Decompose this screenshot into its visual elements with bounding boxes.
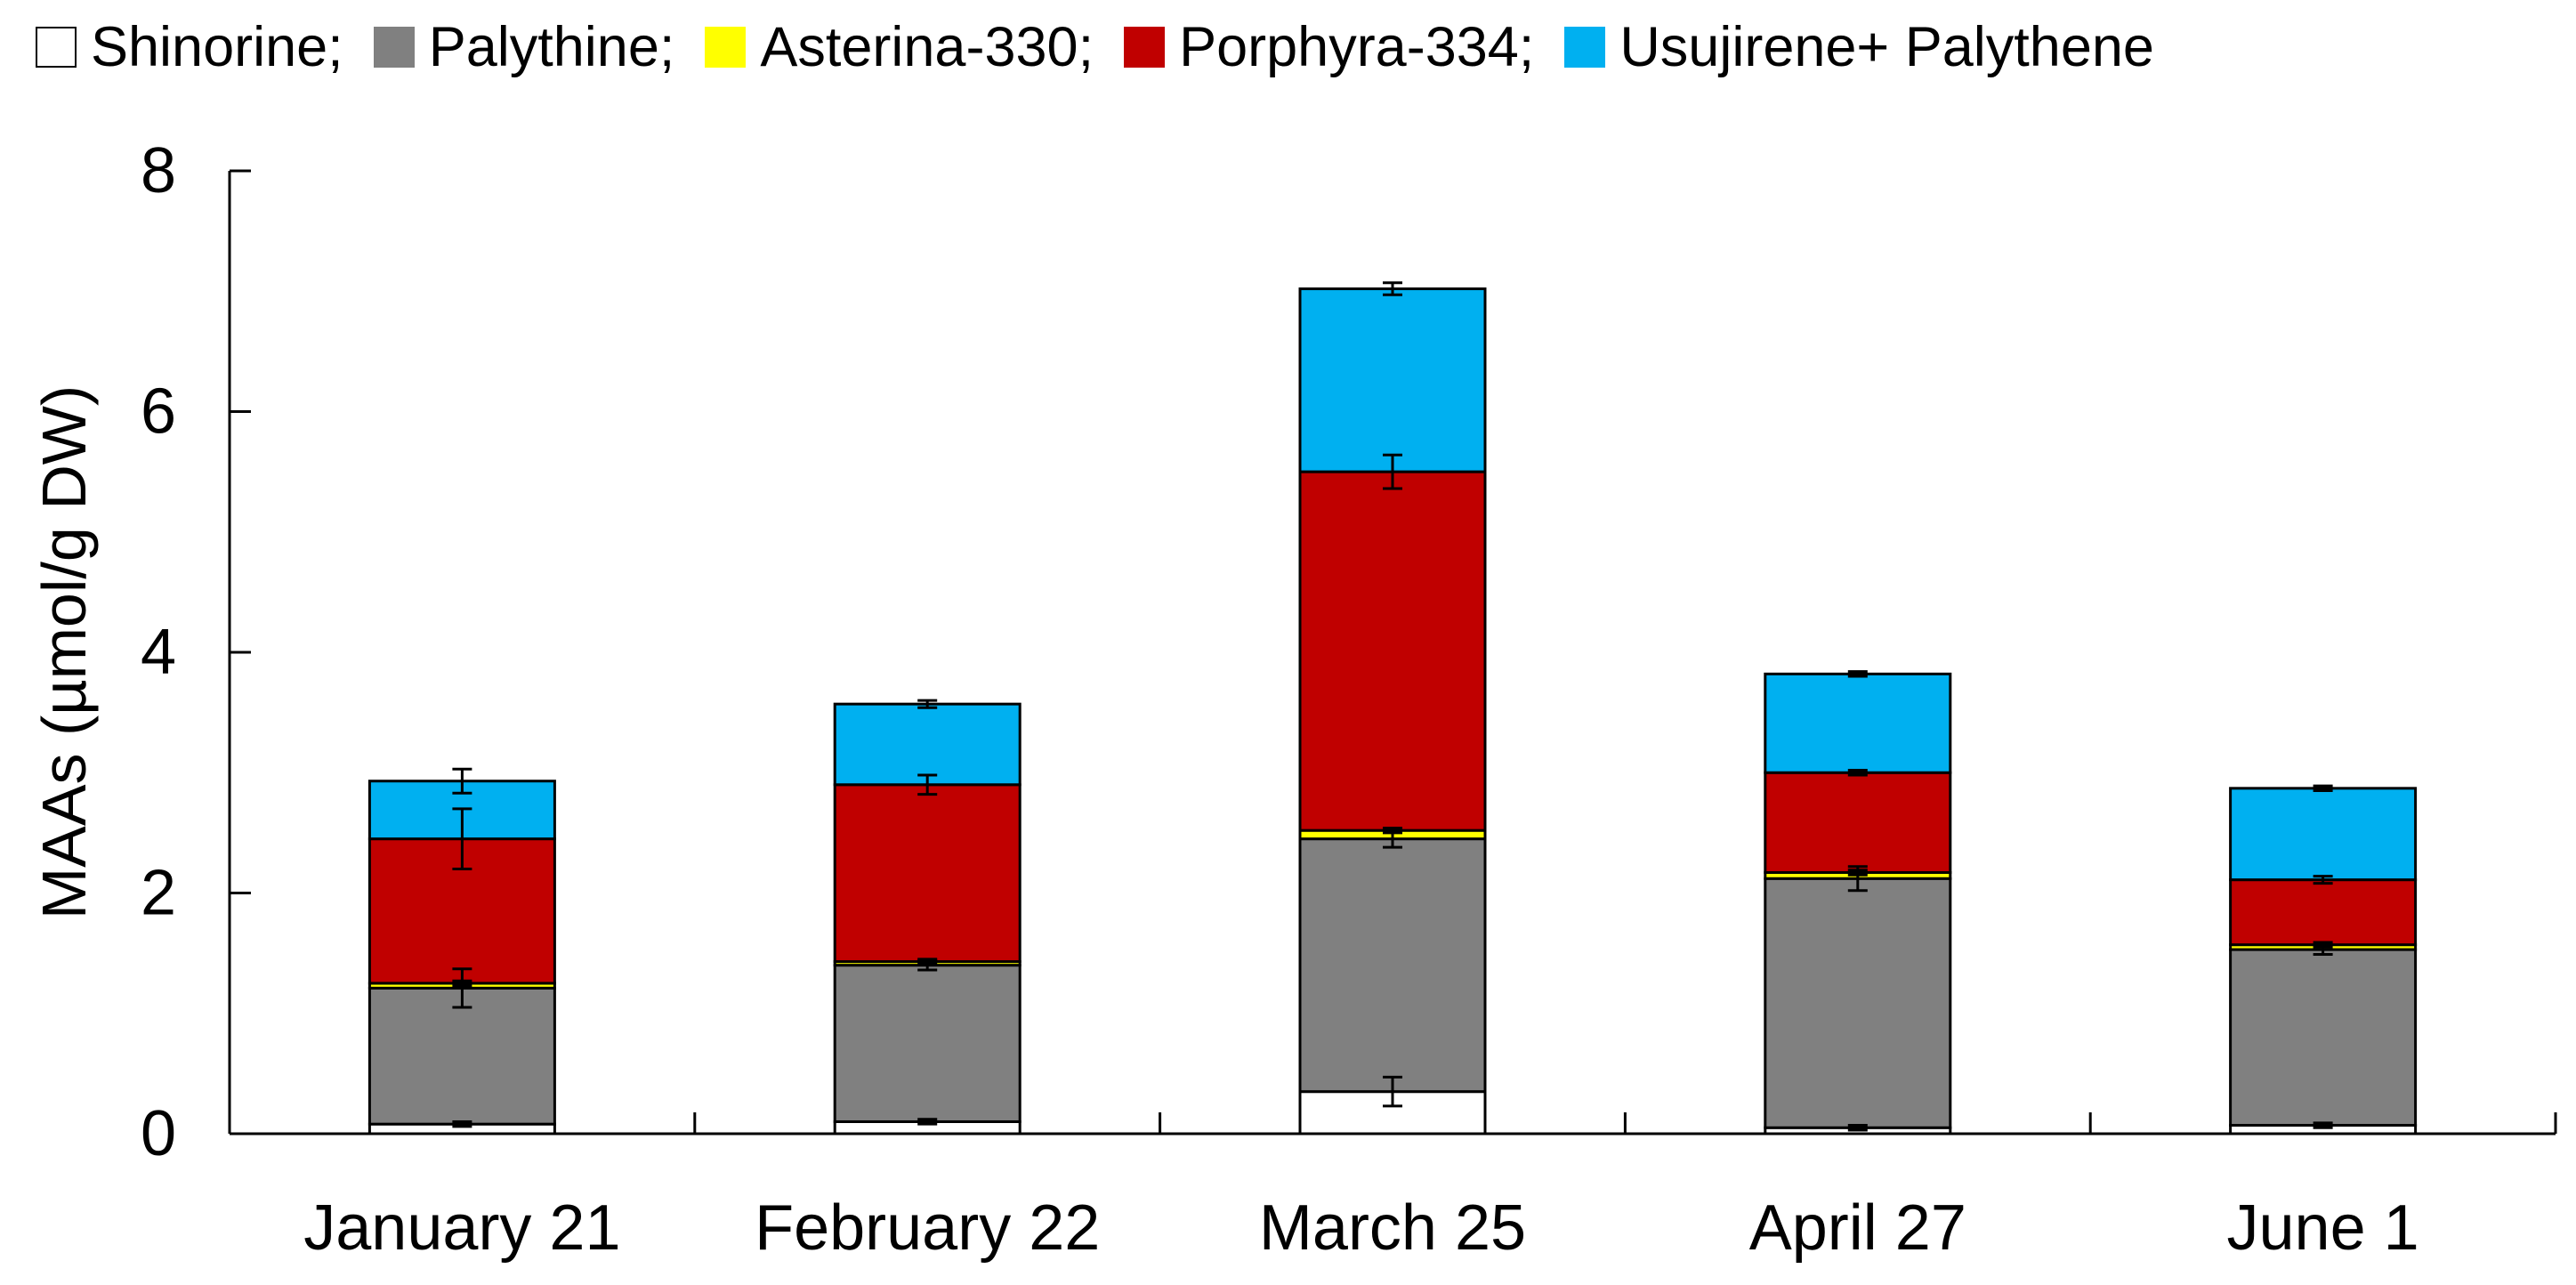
bar-usujirene-palythene-april-27	[1764, 672, 1952, 774]
x-tick-label: January 21	[303, 1192, 620, 1264]
y-tick-label: 8	[141, 135, 176, 206]
bar-porphyra-334-april-27	[1764, 771, 1952, 875]
legend-label: Usujirene+ Palythene	[1619, 16, 2154, 78]
x-tick-label: February 22	[755, 1192, 1100, 1264]
y-axis-title: MAAs (µmol/g DW)	[29, 385, 99, 919]
legend-label: Palythine;	[428, 16, 675, 78]
legend-item-shinorine: Shinorine;	[36, 15, 343, 79]
x-tick-label: April 27	[1749, 1192, 1966, 1264]
legend-item-porphyra-334: Porphyra-334;	[1124, 15, 1534, 79]
legend-swatch	[373, 27, 415, 68]
bar-usujirene-palythene-march-25	[1298, 287, 1487, 473]
legend-item-usujirene-palythene: Usujirene+ Palythene	[1564, 15, 2154, 79]
legend-swatch	[705, 27, 747, 68]
y-tick-label: 6	[141, 376, 176, 448]
bar-palythine-june-1	[2229, 948, 2418, 1127]
bar-porphyra-334-february-22	[833, 783, 1022, 964]
legend-swatch	[1564, 27, 1606, 68]
legend-label: Porphyra-334;	[1179, 16, 1535, 78]
x-tick-label: March 25	[1259, 1192, 1526, 1264]
bar-palythine-april-27	[1764, 877, 1952, 1129]
x-tick-label: June 1	[2227, 1192, 2419, 1264]
bar-usujirene-palythene-february-22	[833, 702, 1022, 787]
legend-label: Shinorine;	[91, 16, 343, 78]
bar-porphyra-334-march-25	[1298, 470, 1487, 832]
bar-palythine-march-25	[1298, 837, 1487, 1094]
legend-item-palythine: Palythine;	[373, 15, 675, 79]
y-tick-label: 2	[141, 858, 176, 929]
bar-porphyra-334-june-1	[2229, 878, 2418, 947]
y-tick-label: 4	[141, 617, 176, 688]
legend: Shinorine; Palythine; Asterina-330; Porphyr…	[36, 16, 2184, 78]
y-tick-label: 0	[141, 1098, 176, 1169]
legend-swatch	[1124, 27, 1166, 68]
legend-label: Asterina-330;	[760, 16, 1094, 78]
bar-palythine-january-21	[367, 986, 556, 1126]
bar-palythine-february-22	[833, 964, 1022, 1123]
legend-item-asterina-330: Asterina-330;	[705, 15, 1094, 79]
legend-swatch	[36, 27, 77, 68]
bar-usujirene-palythene-june-1	[2229, 787, 2418, 882]
